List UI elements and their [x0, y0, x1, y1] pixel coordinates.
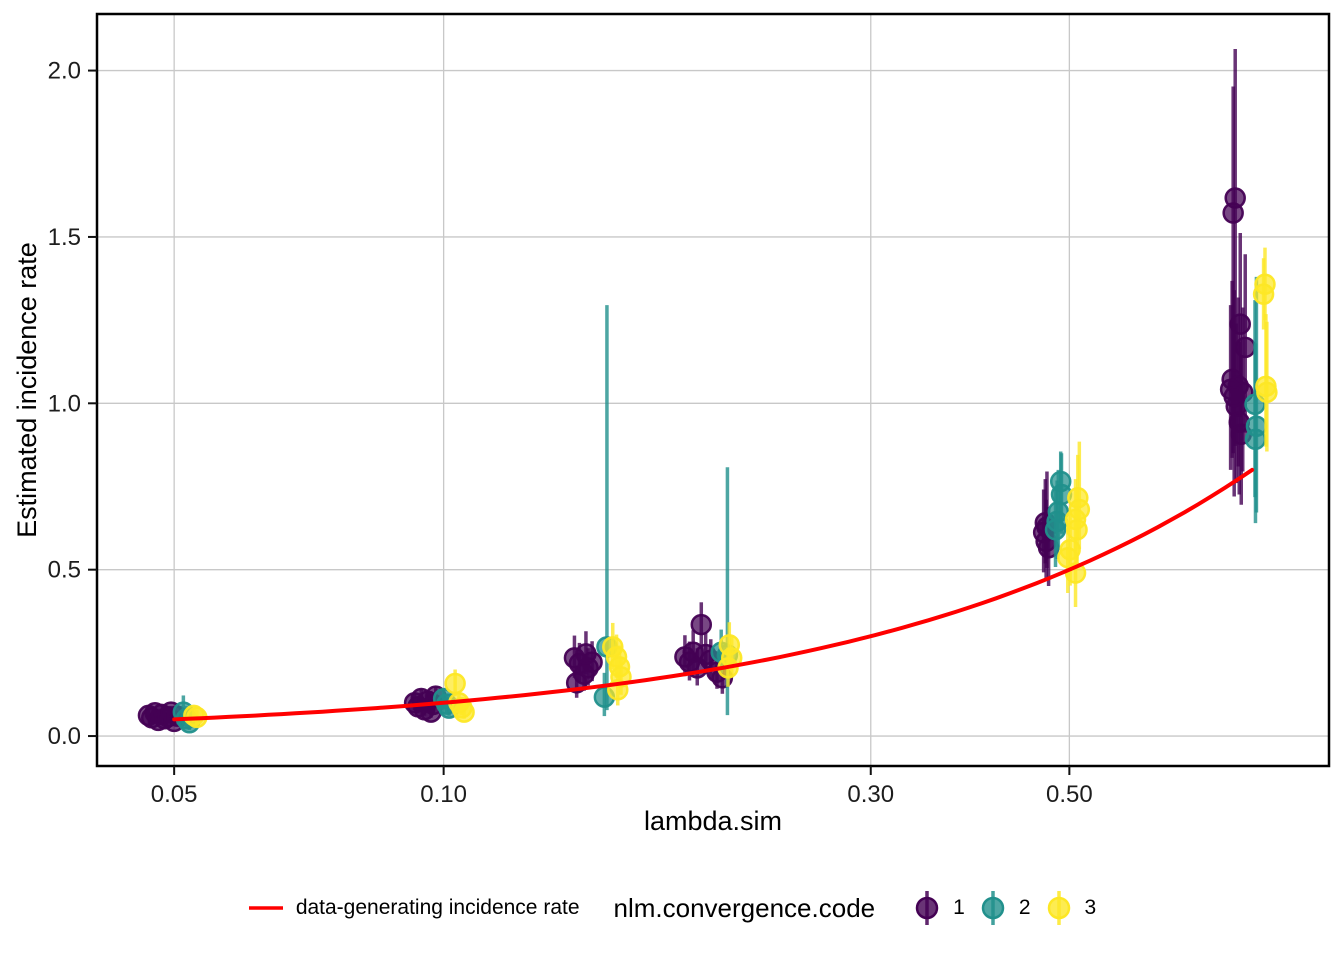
pointrange-glyph-icon	[981, 891, 1005, 925]
svg-text:1.5: 1.5	[48, 224, 81, 251]
svg-text:0.05: 0.05	[151, 781, 198, 808]
svg-text:0.0: 0.0	[48, 723, 81, 750]
red-line-swatch-icon	[248, 906, 283, 910]
svg-text:0.30: 0.30	[847, 781, 894, 808]
gridlines	[97, 14, 1329, 766]
axis-ticks: 0.05 0.10 0.30 0.50 0.0 0.5 1.0 1.5 2.0	[48, 58, 1093, 808]
svg-text:0.50: 0.50	[1046, 781, 1093, 808]
ref-line-label: data-generating incidence rate	[295, 896, 580, 919]
reference-line	[172, 467, 1255, 722]
pointrange-glyph-icon	[1047, 891, 1070, 925]
pointrange-layer	[137, 48, 1278, 734]
legend: data-generating incidence rate nlm.conve…	[0, 878, 1344, 938]
svg-text:1.0: 1.0	[48, 390, 81, 417]
legend-ref-line-item: data-generating incidence rate	[248, 896, 580, 920]
y-axis-title: Estimated incidence rate	[12, 242, 42, 538]
legend-key-3: 3	[1047, 888, 1097, 928]
legend-title: nlm.convergence.code	[613, 892, 876, 923]
legend-key-1: 1	[915, 888, 965, 928]
svg-text:0.10: 0.10	[420, 781, 467, 808]
x-axis-title: lambda.sim	[644, 806, 782, 836]
legend-key-2: 2	[981, 888, 1031, 928]
svg-text:2.0: 2.0	[48, 58, 81, 85]
legend-key-label: 2	[1018, 896, 1031, 919]
legend-key-label: 1	[953, 896, 965, 919]
svg-text:0.5: 0.5	[48, 557, 81, 584]
panel-border	[95, 12, 1331, 768]
pointrange-glyph-icon	[915, 891, 939, 925]
legend-key-label: 3	[1084, 896, 1097, 919]
